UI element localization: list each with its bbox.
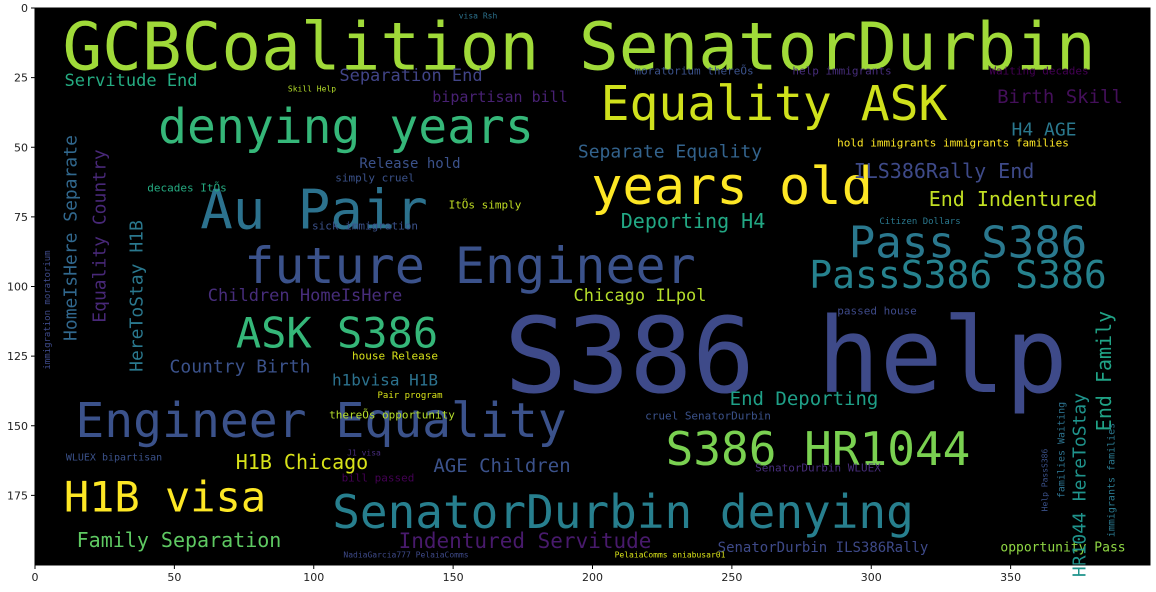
y-tick-label: 125 [7,350,28,363]
x-tick-label: 350 [1000,571,1021,584]
cloud-word: Separate Equality [578,142,762,163]
cloud-word: H1B visa [64,473,266,522]
cloud-word: End Deporting [730,388,879,410]
cloud-word: Children HomeIsHere [208,286,402,306]
y-axis: 0 25 50 75 100 125 150 175 [7,2,35,502]
cloud-word: AGE Children [433,455,570,477]
cloud-word: opportunity Pass [1000,541,1125,556]
cloud-word: PassS386 S386 [809,253,1106,297]
cloud-word: GCBCoalition SenatorDurbin [62,9,1095,86]
cloud-word: Engineer Equality [75,393,566,449]
cloud-word: ItÕs simply [449,199,522,212]
y-tick-label: 50 [14,141,28,154]
cloud-word: J1 visa [347,449,381,458]
cloud-word: End Indentured [929,187,1098,211]
cloud-word: help immigrants [792,65,891,78]
cloud-word: Equality ASK [601,76,948,132]
cloud-word: Indentured Servitude [399,529,652,553]
cloud-word: cruel SenatorDurbin [645,410,771,423]
cloud-word: Deporting H4 [621,209,766,233]
cloud-word: S386 help [504,295,1068,417]
x-axis: 0 50 100 150 200 250 300 350 [32,565,1021,584]
cloud-word: WLUEX bipartisan [66,453,162,464]
cloud-word: families Waiting [1057,402,1068,498]
cloud-word: Equality Country [90,149,111,323]
plot-background [35,8,1150,565]
cloud-word: H4 AGE [1011,120,1076,141]
y-tick-label: 25 [14,72,28,85]
cloud-word: Pass S386 [849,218,1087,269]
y-tick-label: 100 [7,281,28,294]
cloud-word: Release hold [359,156,460,172]
y-tick-label: 150 [7,420,28,433]
cloud-word: Family Separation [77,528,282,552]
cloud-word: h1bvisa H1B [332,371,438,390]
y-tick-label: 175 [7,489,28,502]
y-tick-label: 75 [14,211,28,224]
y-tick-label: 0 [21,2,28,15]
x-tick-label: 300 [861,571,882,584]
cloud-word: denying years [158,99,534,155]
cloud-word: bipartisan bill [432,88,567,106]
cloud-word: Birth Skill [997,86,1123,108]
x-tick-label: 0 [32,571,39,584]
cloud-word: ILS386Rally End [854,159,1035,183]
cloud-word: HR1044 HereToStay [1070,393,1091,577]
cloud-word: visa Rsh [459,12,498,21]
cloud-word: sick immigration [312,220,418,233]
cloud-word: PelaiaComms aniabusar01 [615,551,726,560]
cloud-word: HomeIsHere Separate [61,135,82,341]
cloud-word: decades ItÕs [147,182,226,195]
cloud-word: Pair program [377,391,442,401]
cloud-word: SenatorDurbin denying [332,485,914,539]
cloud-word: moratorium thereÕs [634,65,753,78]
cloud-word: SenatorDurbin WLUEX [755,462,881,475]
cloud-word: Country Birth [170,357,311,378]
cloud-word: Help PassS386 [1041,449,1050,512]
cloud-word: future Engineer [244,237,696,295]
cloud-word: immigration moratorium [43,250,53,369]
cloud-word: hold immigrants immigrants families [837,137,1069,150]
cloud-word: Servitude End [64,71,197,91]
cloud-word: HereToStay H1B [127,220,148,372]
cloud-word: NadiaGarcia777 PelaiaComms [343,551,468,560]
cloud-word: ASK S386 [236,309,438,358]
cloud-word: End Family [1092,311,1116,431]
cloud-word: Au Pair [200,179,428,242]
cloud-word: thereÕs opportunity [329,409,455,422]
cloud-word: Chicago ILpol [573,286,706,306]
cloud-word: SenatorDurbin ILS386Rally [718,540,929,556]
cloud-word: immigrants families [1107,423,1118,537]
word-layer: GCBCoalition SenatorDurbin S386 help Equal… [43,9,1126,578]
x-tick-label: 50 [167,571,181,584]
cloud-word: Citizen Dollars [879,217,960,227]
cloud-word: H1B Chicago [236,450,368,474]
cloud-word: Waiting decades [989,65,1088,78]
cloud-word: simply cruel [335,172,414,185]
cloud-word: bill passed [342,472,415,485]
x-tick-label: 250 [721,571,742,584]
cloud-word: S386 HR1044 [666,422,971,476]
cloud-word: Separation End [339,66,482,86]
cloud-word: years old [591,157,873,217]
x-tick-label: 150 [443,571,464,584]
x-tick-label: 200 [582,571,603,584]
cloud-word: passed house [837,305,916,318]
cloud-word: Skill Help [288,85,336,94]
x-tick-label: 100 [303,571,324,584]
cloud-word: house Release [352,350,438,363]
